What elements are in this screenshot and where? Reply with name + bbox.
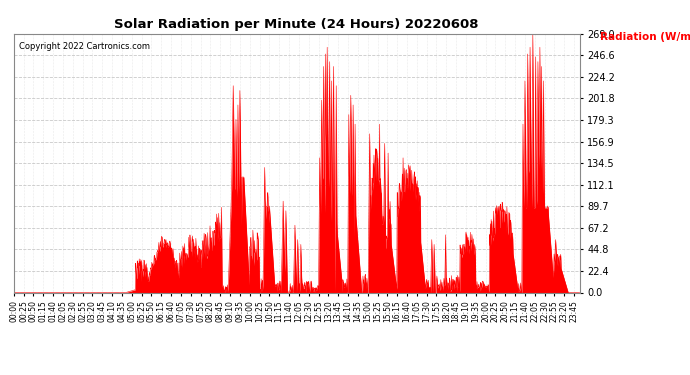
Title: Solar Radiation per Minute (24 Hours) 20220608: Solar Radiation per Minute (24 Hours) 20… [115,18,479,31]
Text: Radiation (W/m2): Radiation (W/m2) [600,32,690,42]
Text: Copyright 2022 Cartronics.com: Copyright 2022 Cartronics.com [19,42,150,51]
